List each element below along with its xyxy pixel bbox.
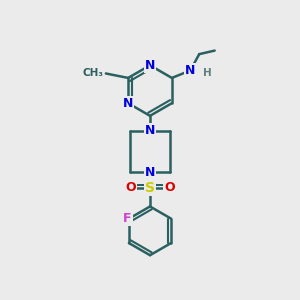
Text: N: N xyxy=(145,59,155,72)
Text: S: S xyxy=(145,181,155,195)
Text: CH₃: CH₃ xyxy=(82,68,103,79)
Text: N: N xyxy=(145,124,155,137)
Text: N: N xyxy=(123,97,133,110)
Text: O: O xyxy=(125,181,136,194)
Text: H: H xyxy=(203,68,212,79)
Text: F: F xyxy=(123,212,132,225)
Text: O: O xyxy=(164,181,175,194)
Text: N: N xyxy=(145,166,155,179)
Text: N: N xyxy=(185,64,196,77)
